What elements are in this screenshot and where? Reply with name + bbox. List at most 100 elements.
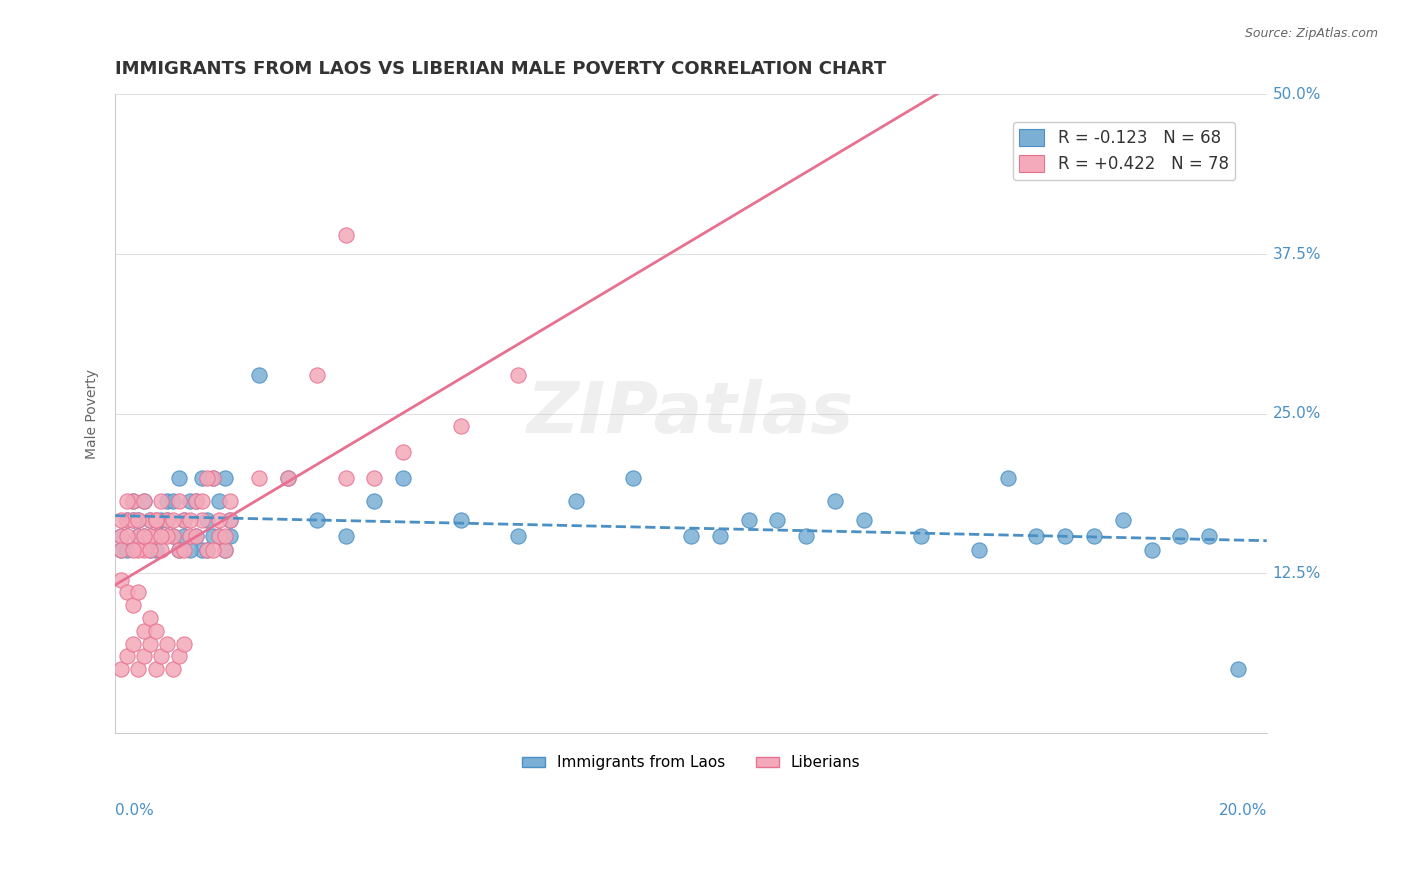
Point [110,543,132,558]
Point [335,227,357,242]
Point [208,529,231,543]
Point [202,543,225,558]
Point [1140,543,1163,558]
Point [1170,529,1192,543]
Point [121,513,143,527]
Text: Source: ZipAtlas.com: Source: ZipAtlas.com [1244,27,1378,40]
Point [139,636,162,650]
Point [167,649,190,664]
Point [335,529,357,543]
Point [162,662,184,676]
Point [110,529,132,543]
Point [997,470,1019,484]
Point [115,543,138,558]
Point [1025,529,1047,543]
Point [121,493,143,508]
Point [184,529,207,543]
Point [156,513,179,527]
Point [852,513,875,527]
Point [214,470,236,484]
Point [150,543,173,558]
Point [219,529,242,543]
Text: 0.0%: 0.0% [115,803,155,818]
Point [145,529,167,543]
Point [305,513,328,527]
Point [190,543,212,558]
Point [173,543,195,558]
Point [132,529,155,543]
Point [173,636,195,650]
Text: 20.0%: 20.0% [1219,803,1267,818]
Text: ZIPatlas: ZIPatlas [527,379,855,448]
Point [145,513,167,527]
Point [305,368,328,383]
Point [335,470,357,484]
Point [121,599,143,613]
Point [247,470,270,484]
Text: IMMIGRANTS FROM LAOS VS LIBERIAN MALE POVERTY CORRELATION CHART: IMMIGRANTS FROM LAOS VS LIBERIAN MALE PO… [115,60,887,78]
Point [115,649,138,664]
Point [139,543,162,558]
Point [145,543,167,558]
Point [179,543,201,558]
Point [162,493,184,508]
Point [766,513,789,527]
Point [145,513,167,527]
Point [127,585,149,599]
Point [392,470,415,484]
Text: 37.5%: 37.5% [1272,246,1322,261]
Point [202,470,225,484]
Point [139,513,162,527]
Text: 12.5%: 12.5% [1272,566,1320,581]
Point [1054,529,1077,543]
Point [184,529,207,543]
Point [139,543,162,558]
Point [115,529,138,543]
Point [219,513,242,527]
Point [167,470,190,484]
Point [450,419,472,434]
Point [190,513,212,527]
Point [162,529,184,543]
Point [115,513,138,527]
Point [184,493,207,508]
Point [737,513,759,527]
Point [214,543,236,558]
Point [214,543,236,558]
Point [190,470,212,484]
Point [127,543,149,558]
Point [1198,529,1220,543]
Point [508,529,530,543]
Point [623,470,645,484]
Point [132,543,155,558]
Point [219,493,242,508]
Point [127,529,149,543]
Point [150,513,173,527]
Point [121,513,143,527]
Point [202,529,225,543]
Point [179,513,201,527]
Point [127,662,149,676]
Point [145,529,167,543]
Point [156,529,179,543]
Point [179,493,201,508]
Point [150,529,173,543]
Point [132,649,155,664]
Point [565,493,588,508]
Point [145,662,167,676]
Point [132,624,155,638]
Point [214,529,236,543]
Point [121,543,143,558]
Point [115,493,138,508]
Point [167,493,190,508]
Point [139,513,162,527]
Point [967,543,990,558]
Point [824,493,846,508]
Point [110,662,132,676]
Point [190,493,212,508]
Point [709,529,731,543]
Point [110,529,132,543]
Point [363,493,385,508]
Point [156,513,179,527]
Point [247,368,270,383]
